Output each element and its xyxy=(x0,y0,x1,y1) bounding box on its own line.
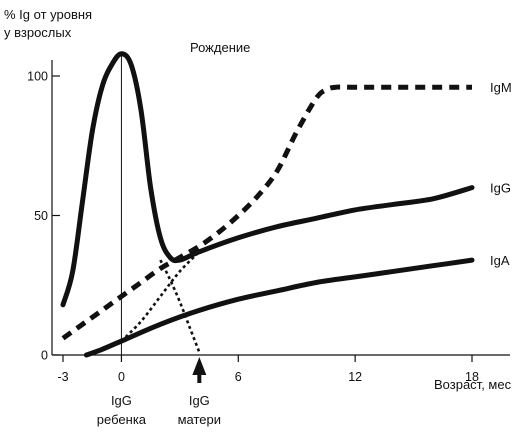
series-line-iga xyxy=(83,257,475,358)
child-igg-label: IgG xyxy=(111,393,132,408)
x-tick-label: 18 xyxy=(465,370,479,384)
x-tick-label: 12 xyxy=(348,370,362,384)
child-igg-label-sub: ребенка xyxy=(97,412,147,427)
series-label-igm: IgM xyxy=(490,80,512,95)
series-line-igg xyxy=(60,51,475,308)
series-label-igg: IgG xyxy=(490,181,511,196)
mother-igg-label: IgG xyxy=(189,393,210,408)
y-tick-label: 0 xyxy=(41,349,48,363)
x-tick-label: 0 xyxy=(118,370,125,384)
mother-igg-arrow xyxy=(192,357,207,383)
mother-igg-label-sub: матери xyxy=(178,412,221,427)
series-line-igm xyxy=(61,84,472,341)
x-tick-label: -3 xyxy=(57,370,68,384)
series-line-igg-матери xyxy=(159,259,201,353)
series-label-iga: IgA xyxy=(490,253,510,268)
y-axis-label-line2: у взрослых xyxy=(4,25,72,40)
y-tick-label: 100 xyxy=(27,70,48,84)
x-axis-label: Возраст, мес xyxy=(434,377,512,392)
y-axis-label-line1: % Ig от уровня xyxy=(4,7,92,22)
x-tick-label: 6 xyxy=(235,370,242,384)
series-line-igg-ребенка xyxy=(120,250,201,343)
y-tick-label: 50 xyxy=(34,209,48,223)
birth-label: Рождение xyxy=(190,40,250,55)
